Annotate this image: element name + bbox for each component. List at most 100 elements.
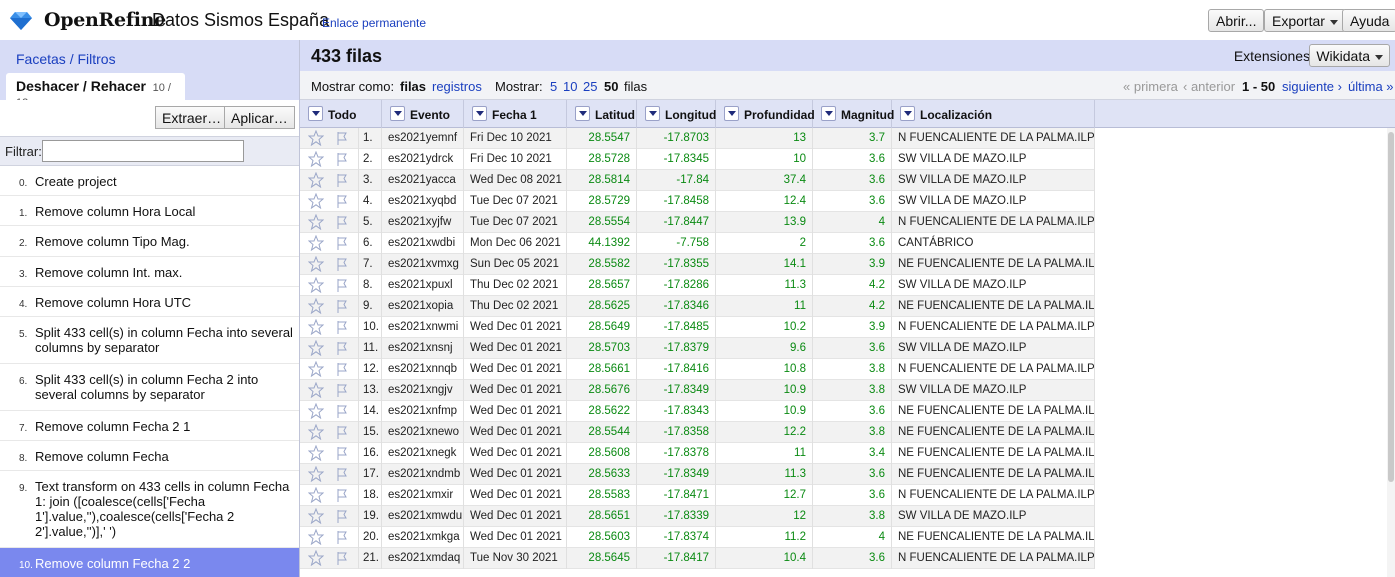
cell-prof[interactable]: 10 (716, 149, 813, 170)
next-page-link[interactable]: siguiente › (1282, 79, 1342, 94)
star-icon[interactable] (308, 506, 328, 527)
cell-loc[interactable]: SW VILLA DE MAZO.ILP (892, 191, 1095, 212)
column-header[interactable]: Longitud (637, 100, 716, 128)
flag-icon[interactable] (334, 254, 356, 275)
cell-evento[interactable]: es2021xopia (382, 296, 464, 317)
cell-evento[interactable]: es2021yemnf (382, 128, 464, 149)
flag-icon[interactable] (334, 443, 356, 464)
cell-mag[interactable]: 3.7 (813, 128, 892, 149)
flag-icon[interactable] (334, 212, 356, 233)
cell-evento[interactable]: es2021ydrck (382, 149, 464, 170)
cell-prof[interactable]: 13.9 (716, 212, 813, 233)
cell-mag[interactable]: 3.6 (813, 149, 892, 170)
cell-lat[interactable]: 28.5633 (567, 464, 637, 485)
column-menu-dropdown-icon[interactable] (390, 106, 405, 121)
cell-loc[interactable]: N FUENCALIENTE DE LA PALMA.ILP (892, 128, 1095, 149)
flag-icon[interactable] (334, 170, 356, 191)
flag-icon[interactable] (334, 422, 356, 443)
cell-lon[interactable]: -17.8379 (637, 338, 716, 359)
cell-lon[interactable]: -17.8346 (637, 296, 716, 317)
cell-prof[interactable]: 14.1 (716, 254, 813, 275)
star-icon[interactable] (308, 275, 328, 296)
cell-mag[interactable]: 4 (813, 212, 892, 233)
cell-lon[interactable]: -7.758 (637, 233, 716, 254)
column-menu-dropdown-icon[interactable] (645, 106, 660, 121)
cell-loc[interactable]: N FUENCALIENTE DE LA PALMA.ILP (892, 548, 1095, 569)
flag-icon[interactable] (334, 464, 356, 485)
cell-fecha[interactable]: Wed Dec 08 2021 (464, 170, 567, 191)
cell-loc[interactable]: SW VILLA DE MAZO.ILP (892, 149, 1095, 170)
cell-loc[interactable]: NE FUENCALIENTE DE LA PALMA.IL (892, 296, 1095, 317)
cell-evento[interactable]: es2021xnegk (382, 443, 464, 464)
cell-evento[interactable]: es2021xnwmi (382, 317, 464, 338)
cell-fecha[interactable]: Wed Dec 01 2021 (464, 338, 567, 359)
cell-lat[interactable]: 28.5608 (567, 443, 637, 464)
star-icon[interactable] (308, 149, 328, 170)
cell-loc[interactable]: SW VILLA DE MAZO.ILP (892, 380, 1095, 401)
cell-lon[interactable]: -17.8471 (637, 485, 716, 506)
cell-fecha[interactable]: Wed Dec 01 2021 (464, 527, 567, 548)
extensions-button[interactable]: Wikidata (1309, 44, 1390, 67)
cell-evento[interactable]: es2021xpuxl (382, 275, 464, 296)
star-icon[interactable] (308, 527, 328, 548)
cell-loc[interactable]: SW VILLA DE MAZO.ILP (892, 275, 1095, 296)
column-header[interactable]: Profundidad (716, 100, 815, 128)
flag-icon[interactable] (334, 401, 356, 422)
cell-prof[interactable]: 11.2 (716, 527, 813, 548)
flag-icon[interactable] (334, 359, 356, 380)
cell-evento[interactable]: es2021xmxir (382, 485, 464, 506)
star-icon[interactable] (308, 464, 328, 485)
flag-icon[interactable] (334, 149, 356, 170)
cell-prof[interactable]: 12.4 (716, 191, 813, 212)
cell-fecha[interactable]: Wed Dec 01 2021 (464, 359, 567, 380)
first-page-link[interactable]: « primera (1123, 79, 1178, 94)
cell-prof[interactable]: 11.3 (716, 275, 813, 296)
history-item[interactable]: 10. Remove column Fecha 2 2 (0, 548, 299, 577)
cell-mag[interactable]: 3.6 (813, 170, 892, 191)
cell-evento[interactable]: es2021xmkga (382, 527, 464, 548)
cell-loc[interactable]: NE FUENCALIENTE DE LA PALMA.IL (892, 464, 1095, 485)
cell-prof[interactable]: 11.3 (716, 464, 813, 485)
cell-lat[interactable]: 28.5703 (567, 338, 637, 359)
flag-icon[interactable] (334, 233, 356, 254)
cell-mag[interactable]: 3.6 (813, 233, 892, 254)
column-header[interactable]: Todo (300, 100, 382, 128)
cell-evento[interactable]: es2021xmwdu (382, 506, 464, 527)
cell-mag[interactable]: 4.2 (813, 275, 892, 296)
history-item[interactable]: 5. Split 433 cell(s) in column Fecha into… (0, 317, 299, 364)
cell-loc[interactable]: CANTÁBRICO (892, 233, 1095, 254)
cell-fecha[interactable]: Wed Dec 01 2021 (464, 401, 567, 422)
star-icon[interactable] (308, 254, 328, 275)
cell-fecha[interactable]: Wed Dec 01 2021 (464, 317, 567, 338)
flag-icon[interactable] (334, 296, 356, 317)
cell-lon[interactable]: -17.8355 (637, 254, 716, 275)
cell-fecha[interactable]: Fri Dec 10 2021 (464, 149, 567, 170)
cell-evento[interactable]: es2021xwdbi (382, 233, 464, 254)
cell-loc[interactable]: NE FUENCALIENTE DE LA PALMA.IL (892, 422, 1095, 443)
cell-lat[interactable]: 28.5676 (567, 380, 637, 401)
cell-loc[interactable]: N FUENCALIENTE DE LA PALMA.ILP (892, 212, 1095, 233)
cell-evento[interactable]: es2021xnfmp (382, 401, 464, 422)
cell-mag[interactable]: 3.6 (813, 191, 892, 212)
cell-lat[interactable]: 28.5645 (567, 548, 637, 569)
star-icon[interactable] (308, 296, 328, 317)
star-icon[interactable] (308, 170, 328, 191)
cell-lat[interactable]: 28.5651 (567, 506, 637, 527)
flag-icon[interactable] (334, 317, 356, 338)
cell-mag[interactable]: 3.9 (813, 254, 892, 275)
cell-prof[interactable]: 13 (716, 128, 813, 149)
cell-lat[interactable]: 28.5661 (567, 359, 637, 380)
cell-lon[interactable]: -17.8345 (637, 149, 716, 170)
cell-prof[interactable]: 9.6 (716, 338, 813, 359)
cell-lon[interactable]: -17.8358 (637, 422, 716, 443)
cell-mag[interactable]: 3.6 (813, 485, 892, 506)
cell-loc[interactable]: NE FUENCALIENTE DE LA PALMA.IL (892, 443, 1095, 464)
cell-lat[interactable]: 28.5603 (567, 527, 637, 548)
cell-mag[interactable]: 3.4 (813, 443, 892, 464)
star-icon[interactable] (308, 422, 328, 443)
previous-page-link[interactable]: ‹ anterior (1183, 79, 1236, 94)
star-icon[interactable] (308, 338, 328, 359)
column-menu-dropdown-icon[interactable] (900, 106, 915, 121)
flag-icon[interactable] (334, 338, 356, 359)
star-icon[interactable] (308, 359, 328, 380)
